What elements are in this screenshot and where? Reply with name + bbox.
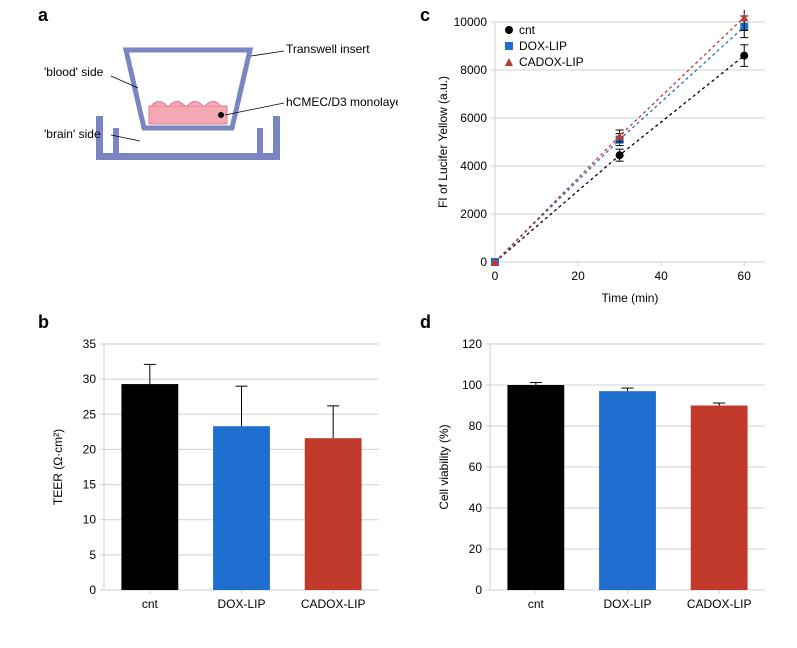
svg-text:Time (min): Time (min) (602, 291, 659, 305)
svg-text:TEER (Ω·cm²): TEER (Ω·cm²) (51, 429, 65, 505)
diagram-label-transwell: Transwell insert (286, 42, 370, 56)
svg-text:Cell viability (%): Cell viability (%) (437, 424, 451, 509)
diagram-label-monolayer: hCMEC/D3 monolayer (286, 95, 398, 109)
diagram-label-blood: 'blood' side (44, 65, 104, 79)
svg-text:cnt: cnt (142, 597, 159, 611)
chart-d: 0 20 40 60 80 100 120 cnt DOX-LIP CADOX-LIP Cell v… (430, 332, 780, 632)
svg-text:8000: 8000 (460, 63, 487, 77)
svg-text:4000: 4000 (460, 159, 487, 173)
svg-text:120: 120 (462, 337, 482, 351)
svg-text:cnt: cnt (519, 23, 536, 37)
svg-text:20: 20 (571, 269, 585, 283)
svg-text:80: 80 (469, 419, 483, 433)
svg-text:DOX-LIP: DOX-LIP (519, 39, 567, 53)
svg-text:CADOX-LIP: CADOX-LIP (687, 597, 752, 611)
svg-text:CADOX-LIP: CADOX-LIP (301, 597, 366, 611)
svg-text:10000: 10000 (454, 15, 488, 29)
svg-text:6000: 6000 (460, 111, 487, 125)
chart-b: 0 5 10 15 20 25 30 35 cnt DOX-LIP CADOX-LIP TEER (Ω… (44, 332, 394, 632)
svg-text:0: 0 (492, 269, 499, 283)
svg-text:cnt: cnt (528, 597, 545, 611)
svg-text:FI of Lucifer Yellow (a.u.): FI of Lucifer Yellow (a.u.) (436, 76, 450, 208)
svg-text:20: 20 (469, 542, 483, 556)
svg-text:40: 40 (654, 269, 668, 283)
svg-text:20: 20 (83, 442, 97, 456)
monolayer-icon (149, 106, 227, 124)
svg-text:15: 15 (83, 478, 97, 492)
svg-text:DOX-LIP: DOX-LIP (603, 597, 651, 611)
svg-text:DOX-LIP: DOX-LIP (217, 597, 265, 611)
svg-text:10: 10 (83, 513, 97, 527)
svg-text:0: 0 (475, 583, 482, 597)
panel-label-b: b (38, 312, 49, 333)
panel-label-d: d (420, 312, 431, 333)
panel-label-c: c (420, 5, 430, 26)
chart-c: 0 2000 4000 6000 8000 10000 0 20 40 60 cnt DOX-LIP C… (430, 10, 780, 310)
diagram-panel: 'blood' side 'brain' side Transwell inse… (38, 28, 398, 178)
diagram-label-brain: 'brain' side (44, 127, 101, 141)
panel-label-a: a (38, 5, 48, 26)
svg-text:25: 25 (83, 407, 97, 421)
svg-text:60: 60 (469, 460, 483, 474)
svg-text:2000: 2000 (460, 207, 487, 221)
svg-text:5: 5 (89, 548, 96, 562)
transwell-diagram: 'blood' side 'brain' side Transwell inse… (38, 28, 398, 178)
svg-text:35: 35 (83, 337, 97, 351)
svg-text:40: 40 (469, 501, 483, 515)
svg-text:30: 30 (83, 372, 97, 386)
svg-text:0: 0 (89, 583, 96, 597)
svg-text:100: 100 (462, 378, 482, 392)
svg-text:0: 0 (480, 255, 487, 269)
svg-text:60: 60 (738, 269, 752, 283)
svg-text:CADOX-LIP: CADOX-LIP (519, 55, 584, 69)
